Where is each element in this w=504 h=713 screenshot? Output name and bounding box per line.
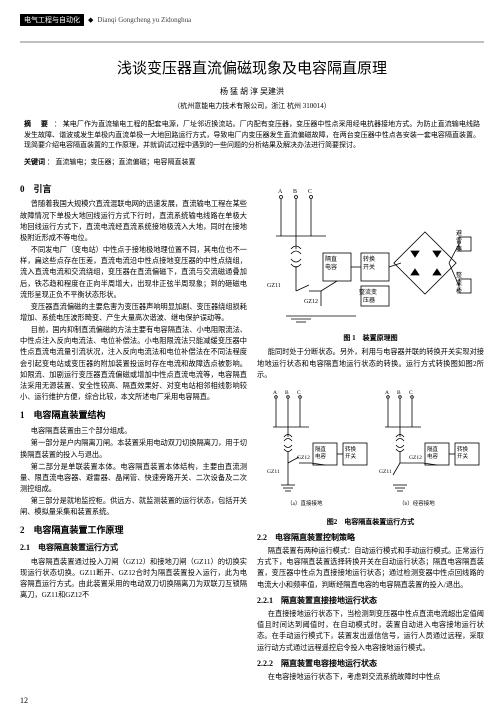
svg-text:GZ12: GZ12 xyxy=(409,455,422,461)
abstract-text: 某电厂作为直流输电工程的配套电源，厂址邻近换流站。厂内配有变压器，变压器中性点采… xyxy=(24,120,480,149)
authors: 杨 猛 胡 淳 吴建洪 xyxy=(20,86,484,97)
s0-p3: 变压器直流偏磁的主要危害为变压器声响明显加剧、变压器绕组损耗增加、系统电压波形畸… xyxy=(20,302,247,324)
svg-text:A: A xyxy=(273,390,277,396)
figure-2: ABC ABC GZ12GZ11 GZ12GZ11 隔直电容 转换开关 隔直电容… xyxy=(257,385,484,528)
svg-text:隔直: 隔直 xyxy=(315,445,327,453)
colon: ： xyxy=(54,120,61,128)
fig1-box3a: 整流变 xyxy=(359,288,377,296)
s1-p1: 电容隔直装置由三个部分组成。 xyxy=(20,426,247,437)
fig1-box2b: 开关 xyxy=(363,263,375,271)
fig2-sub-a: （a）直接接地 xyxy=(287,499,323,507)
keywords: 关键词 ： 直流输电；变压器；直流偏磁；电容隔直装置 xyxy=(24,157,480,167)
s222-p1: 在电容接地运行状态下，考虑到交流系统故障时中性点 xyxy=(257,672,484,683)
svg-text:电容: 电容 xyxy=(315,452,327,460)
s22-p1: 隔直装置有两种运行模式：自动运行模式和手动运行模式。正常运行方式下，电容隔直装置… xyxy=(257,546,484,591)
fig1-label-B: B xyxy=(293,189,297,195)
page-header: 电气工程与自动化 ◆ Dianqi Gongcheng yu Zidonghua xyxy=(20,14,484,26)
abstract: 摘 要 ： 某电厂作为直流输电工程的配套电源，厂址邻近换流站。厂内配有变压器，变… xyxy=(24,119,480,151)
svg-text:GZ12: GZ12 xyxy=(297,455,310,461)
fig1-box2a: 转换 xyxy=(363,255,375,263)
right-column: A B C GZ11 GZ12 隔直 电容 转换 开关 整流变 压器 避 雷 器… xyxy=(257,177,484,685)
two-column-body: 0 引言 曾随着我国大规模穴直流混联电网的迅速发展，直流输电工程在某些故障情况下… xyxy=(20,177,484,685)
fig1-gz11: GZ11 xyxy=(267,283,281,289)
kw-label: 关键词 xyxy=(24,158,45,166)
fig1-caption: 图 1 装置原理图 xyxy=(257,333,484,344)
section-2-2-title: 2.2 电容隔直装置控制策略 xyxy=(257,532,484,544)
section-2-2-2-title: 2.2.2 隔直装置电容接地运行状态 xyxy=(257,658,484,670)
svg-text:C: C xyxy=(409,390,413,396)
svg-text:B: B xyxy=(285,390,289,396)
svg-text:电容: 电容 xyxy=(427,452,439,460)
abstract-label: 摘 要 xyxy=(24,120,52,128)
section-2-1-title: 2.1 电容隔直装置运行方式 xyxy=(20,542,247,554)
svg-text:雷: 雷 xyxy=(456,238,462,245)
kw-text: 直流输电；变压器；直流偏磁；电容隔直装置 xyxy=(56,158,196,166)
s1-p2: 第一部分是户内隔离刀闸。本装置采用电动双刀切换隔离刀，用于切换隔直装置的投入与退… xyxy=(20,438,247,460)
svg-text:开关: 开关 xyxy=(457,452,469,460)
fig1-box1b: 电容 xyxy=(325,263,337,271)
fig1-box3b: 压器 xyxy=(363,297,375,304)
svg-text:C: C xyxy=(297,390,301,396)
section-2-title: 2 电容隔直装置工作原理 xyxy=(20,524,247,538)
diamond-icon: ◆ xyxy=(88,16,93,24)
s221-p1: 在直接接地运行状态下，当检测到变压器中性点直流电流超出定值阈值且时间达到阈值时，… xyxy=(257,609,484,654)
section-0-title: 0 引言 xyxy=(20,183,247,197)
header-rule xyxy=(20,41,484,43)
svg-text:GZ11: GZ11 xyxy=(379,469,392,475)
section-2-2-1-title: 2.2.1 隔直装置直接接地运行状态 xyxy=(257,595,484,607)
fig1-label-A: A xyxy=(278,189,283,195)
affiliation: （杭州意能电力技术有限公司，浙江 杭州 310014） xyxy=(20,101,484,111)
svg-text:A: A xyxy=(385,390,389,396)
page-number: 12 xyxy=(20,696,28,705)
svg-text:转换: 转换 xyxy=(345,445,357,453)
s0-p4: 目前，国内抑制直流偏磁的方法主要有电容隔直法、小电阻限流法、中性点注入反向电流法… xyxy=(20,325,247,403)
svg-text:流: 流 xyxy=(456,279,462,287)
fig1-box1a: 隔直 xyxy=(325,255,337,263)
svg-text:桥: 桥 xyxy=(456,287,462,295)
svg-text:GZ11: GZ11 xyxy=(267,469,280,475)
category-pinyin: Dianqi Gongcheng yu Zidonghua xyxy=(97,16,191,24)
fig2-sub-b: （b）经容接地 xyxy=(399,499,435,507)
section-1-title: 1 电容隔直装置结构 xyxy=(20,409,247,423)
fig1-label-C: C xyxy=(308,189,312,195)
svg-text:开关: 开关 xyxy=(345,452,357,460)
s1-p3: 第二部分是单联装置本体。电容隔直装置本体结构，主要由直流测量、限直流电容器、避雷… xyxy=(20,462,247,495)
fig2-caption: 图2 电容隔直装置运行方式 xyxy=(257,517,484,528)
rcol-p1: 能同时处于分断状态。另外，利用与电容器并联的转换开关实现对接地地运行状态和电容隔… xyxy=(257,347,484,380)
s21-p1: 电容隔直装置通过投入刀闸（GZ12）和接地刀闸（GZ11）的切换实现运行状态切换… xyxy=(20,557,247,602)
s0-p1: 曾随着我国大规模穴直流混联电网的迅速发展，直流输电工程在某些故障情况下单极大地回… xyxy=(20,199,247,244)
svg-text:器: 器 xyxy=(456,246,462,253)
fig1-br: 整 xyxy=(456,271,462,279)
svg-text:转换: 转换 xyxy=(457,445,469,453)
svg-text:隔直: 隔直 xyxy=(427,445,439,453)
fig1-gz12: GZ12 xyxy=(304,299,318,305)
figure-1: A B C GZ11 GZ12 隔直 电容 转换 开关 整流变 压器 避 雷 器… xyxy=(257,181,484,344)
fig1-arr: 避 xyxy=(456,229,462,237)
s1-p4: 第三部分是就地监控柜。供远方、就监测装置的运行状态，包括开关闸、模拟量采集和装置… xyxy=(20,496,247,518)
s0-p2: 不同发电厂（变电站）中性点于接地极地理位置不同，其电位也不一样，扁这些点存在压差… xyxy=(20,245,247,301)
article-title: 浅谈变压器直流偏磁现象及电容隔直原理 xyxy=(20,57,484,78)
colon: ： xyxy=(47,158,54,166)
category-box: 电气工程与自动化 xyxy=(20,14,84,26)
left-column: 0 引言 曾随着我国大规模穴直流混联电网的迅速发展，直流输电工程在某些故障情况下… xyxy=(20,177,247,685)
svg-text:B: B xyxy=(397,390,401,396)
